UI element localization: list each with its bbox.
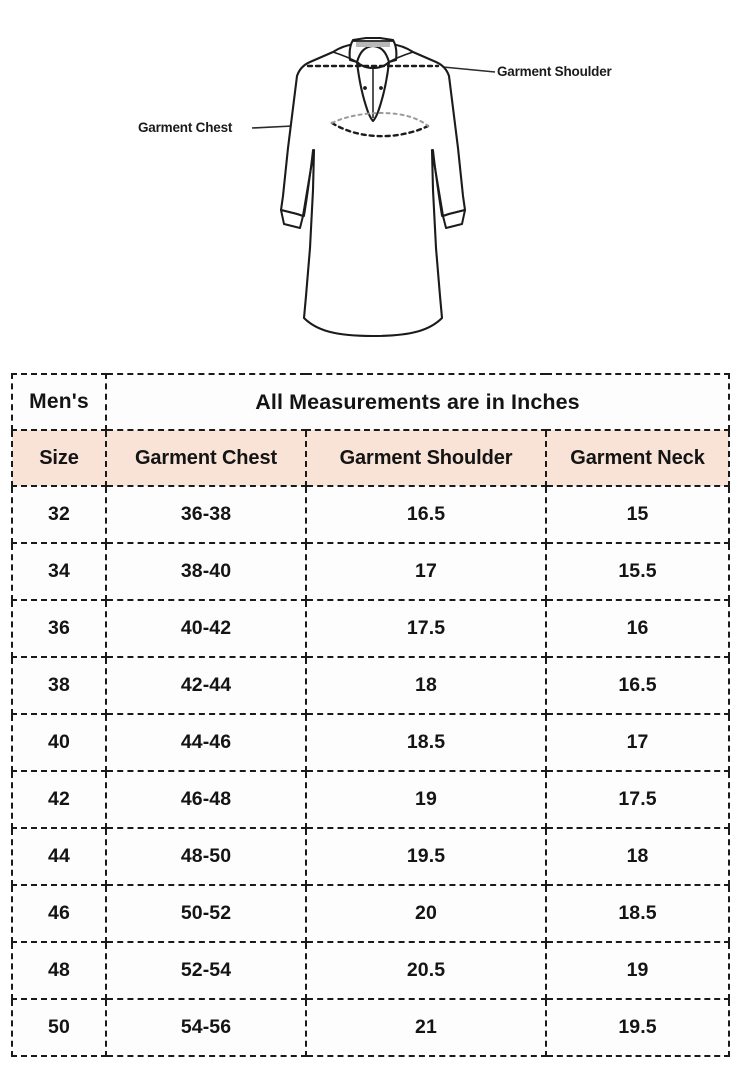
left-sleeve-seam [303,149,314,217]
table-row: 32 36-38 16.5 15 [11,485,731,544]
units-note-cell: All Measurements are in Inches [104,373,731,431]
size-chart-table: Men's All Measurements are in Inches Siz… [11,373,731,1057]
cell-chest: 48-50 [105,827,307,886]
right-sleeve-seam [432,149,443,217]
size-chart-container: Men's All Measurements are in Inches Siz… [11,373,731,1057]
collar-inner-band [356,42,390,47]
table-row: 42 46-48 19 17.5 [11,770,731,829]
table-row: 34 38-40 17 15.5 [11,542,731,601]
kurta-body-outline [279,42,467,338]
table-row: 36 40-42 17.5 16 [11,599,731,658]
cell-neck: 16 [544,599,731,658]
cell-shoulder: 19 [305,770,547,829]
cell-size: 50 [11,998,107,1057]
column-header-size: Size [11,429,107,487]
cell-size: 38 [11,656,107,715]
cell-neck: 15 [544,485,731,544]
garment-shoulder-label: Garment Shoulder [497,64,612,79]
cell-chest: 40-42 [105,599,307,658]
cell-size: 36 [11,599,107,658]
cell-size: 40 [11,713,107,772]
table-row: 44 48-50 19.5 18 [11,827,731,886]
table-row: 50 54-56 21 19.5 [11,998,731,1057]
cell-chest: 42-44 [105,656,307,715]
cell-chest: 52-54 [105,941,307,1000]
cell-neck: 18 [544,827,731,886]
cell-shoulder: 21 [305,998,547,1057]
cell-shoulder: 17 [305,542,547,601]
table-row: 40 44-46 18.5 17 [11,713,731,772]
chest-measure-line [330,121,430,138]
table-title-row: Men's All Measurements are in Inches [11,373,731,431]
column-header-chest: Garment Chest [105,429,307,487]
right-shoulder-yoke-seam [388,51,414,63]
cell-neck: 15.5 [544,542,731,601]
column-header-neck: Garment Neck [544,429,731,487]
cell-size: 34 [11,542,107,601]
chest-measure-line-upper [331,111,429,127]
garment-chest-label: Garment Chest [138,120,233,135]
table-header-row: Size Garment Chest Garment Shoulder Garm… [11,429,731,487]
cell-shoulder: 17.5 [305,599,547,658]
table-row: 38 42-44 18 16.5 [11,656,731,715]
cell-shoulder: 18 [305,656,547,715]
cell-size: 42 [11,770,107,829]
cell-shoulder: 20 [305,884,547,943]
cell-chest: 50-52 [105,884,307,943]
cell-size: 44 [11,827,107,886]
cell-shoulder: 20.5 [305,941,547,1000]
cell-chest: 36-38 [105,485,307,544]
placket-button-lower [379,86,383,90]
cell-size: 48 [11,941,107,1000]
cell-neck: 17.5 [544,770,731,829]
cell-chest: 44-46 [105,713,307,772]
cell-shoulder: 18.5 [305,713,547,772]
cell-neck: 18.5 [544,884,731,943]
table-row: 48 52-54 20.5 19 [11,941,731,1000]
cell-neck: 16.5 [544,656,731,715]
cell-size: 46 [11,884,107,943]
cell-chest: 46-48 [105,770,307,829]
left-cuff [280,209,304,229]
column-header-shoulder: Garment Shoulder [305,429,547,487]
left-shoulder-yoke-seam [332,51,358,63]
cell-neck: 19 [544,941,731,1000]
garment-illustration: Garment Shoulder Garment Chest [0,0,746,360]
cell-neck: 19.5 [544,998,731,1057]
table-row: 46 50-52 20 18.5 [11,884,731,943]
cell-chest: 38-40 [105,542,307,601]
placket-button-upper [363,86,367,90]
brand-cell: Men's [11,373,107,431]
cell-size: 32 [11,485,107,544]
cell-chest: 54-56 [105,998,307,1057]
kurta-line-drawing [251,36,496,338]
cell-shoulder: 16.5 [305,485,547,544]
cell-shoulder: 19.5 [305,827,547,886]
cell-neck: 17 [544,713,731,772]
right-cuff [442,209,466,229]
